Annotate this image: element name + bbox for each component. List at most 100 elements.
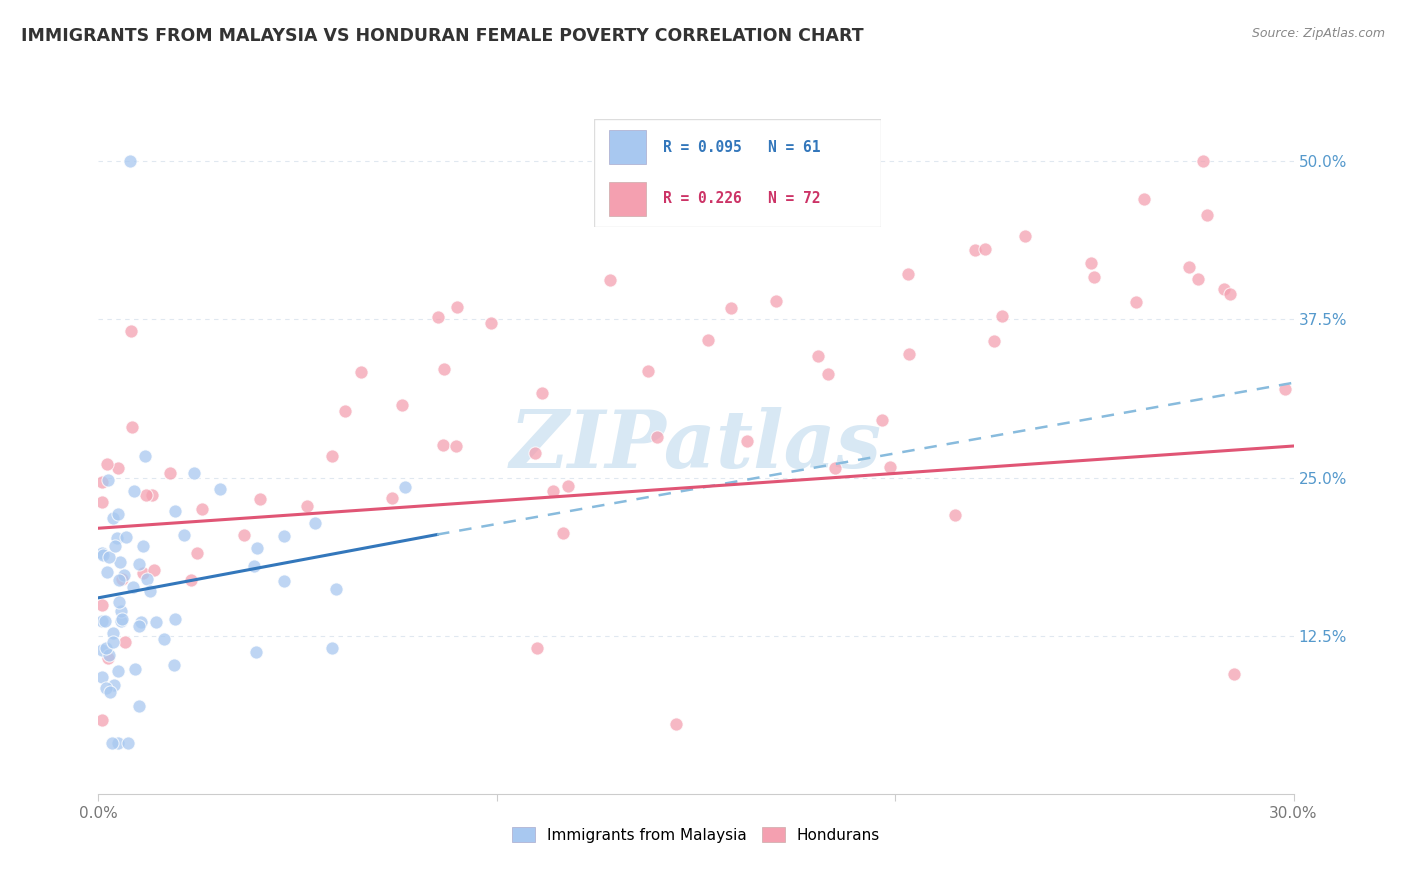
Point [105,531,128,545]
Point [163,612,186,626]
Text: Source: ZipAtlas.com: Source: ZipAtlas.com [1251,27,1385,40]
Point [128,557,150,571]
Point [557,479,579,493]
Point [103,678,125,692]
Point [637,364,659,378]
Point [599,273,621,287]
Point [163,504,186,518]
Point [101,634,124,648]
Point [325,582,347,597]
Point [426,310,449,325]
Point [91,599,114,613]
Point [1014,229,1036,244]
Point [96,565,118,579]
Point [321,641,343,656]
Point [91,475,114,489]
Point [1125,294,1147,309]
Point [107,595,129,609]
Point [173,527,195,541]
Point [91,494,114,508]
Point [523,446,546,460]
Point [97,650,120,665]
Point [824,461,846,475]
Legend: Immigrants from Malaysia, Hondurans: Immigrants from Malaysia, Hondurans [506,821,886,849]
Point [333,403,356,417]
Point [433,362,456,376]
Point [91,670,114,684]
Point [526,641,548,656]
Point [963,243,986,257]
Point [114,530,136,544]
Point [243,558,266,573]
Point [124,662,146,676]
Point [112,568,135,582]
Point [943,508,966,523]
Point [128,619,150,633]
Point [432,438,454,452]
Point [1191,154,1213,169]
Point [191,502,214,516]
Point [232,528,254,542]
Point [141,488,163,502]
Point [394,480,416,494]
Point [391,398,413,412]
Point [122,484,145,499]
Point [1274,382,1296,396]
Point [273,529,295,543]
Point [1177,260,1199,275]
Point [110,604,132,618]
Point [1080,255,1102,269]
Point [897,347,920,361]
Point [135,488,157,502]
Point [114,635,136,649]
Point [381,491,404,506]
Point [101,736,124,750]
Point [139,584,162,599]
Point [973,243,995,257]
Point [879,459,901,474]
Point [100,685,122,699]
Point [872,412,894,426]
Point [541,483,564,498]
Point [665,717,688,731]
Point [101,510,124,524]
Point [735,434,758,448]
Point [1187,272,1209,286]
Point [111,572,134,586]
Point [304,516,326,530]
Point [121,580,143,594]
Point [817,368,839,382]
Point [295,500,318,514]
Point [135,572,157,586]
Text: ZIPatlas: ZIPatlas [510,408,882,484]
Point [117,736,139,750]
Point [131,615,153,629]
Point [91,548,114,562]
Point [720,301,742,316]
Point [551,525,574,540]
Point [108,573,131,587]
Point [94,681,117,696]
Point [94,640,117,655]
Point [180,574,202,588]
Point [110,614,132,628]
Point [120,324,142,338]
Point [132,566,155,580]
Point [697,334,720,348]
Point [97,473,120,487]
Point [107,736,129,750]
Point [104,539,127,553]
Point [245,645,267,659]
Point [128,698,150,713]
Point [1133,192,1156,206]
Text: IMMIGRANTS FROM MALAYSIA VS HONDURAN FEMALE POVERTY CORRELATION CHART: IMMIGRANTS FROM MALAYSIA VS HONDURAN FEM… [21,27,863,45]
Point [121,419,143,434]
Point [134,449,156,463]
Point [1223,666,1246,681]
Point [350,365,373,379]
Point [1197,208,1219,222]
Point [531,386,554,401]
Point [94,614,117,628]
Point [1212,282,1234,296]
Point [107,664,129,678]
